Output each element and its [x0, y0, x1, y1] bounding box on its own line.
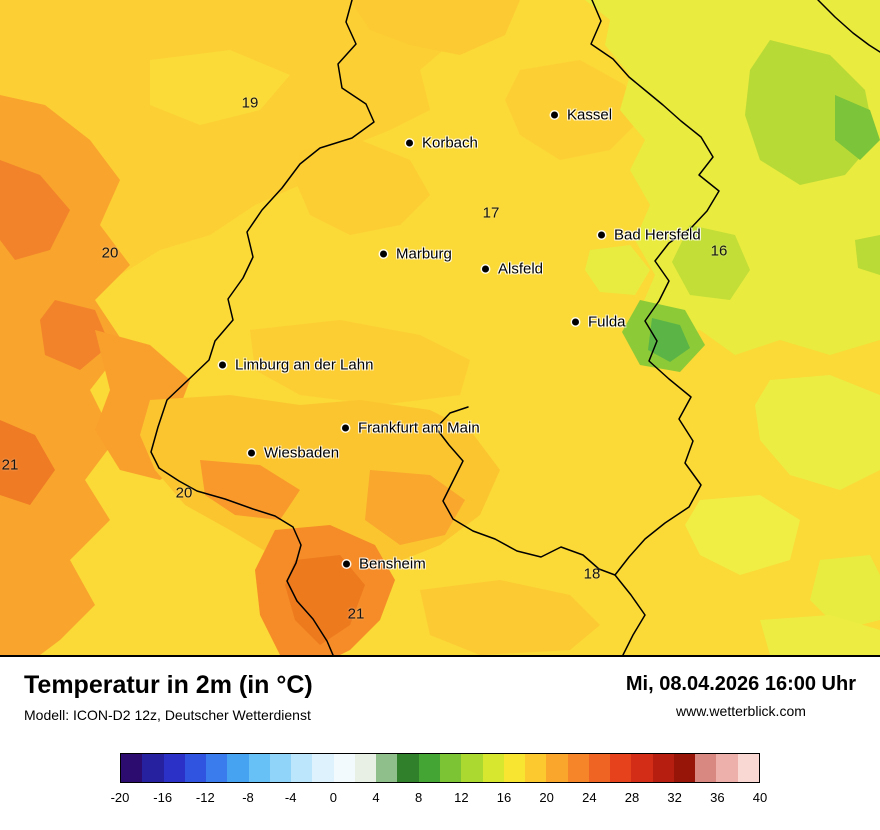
legend-color-segment [418, 754, 440, 782]
temperature-value-label: 18 [583, 565, 601, 583]
city-label: Bensheim [359, 555, 426, 573]
legend-tick-label: 36 [710, 790, 725, 805]
city-label: Wiesbaden [264, 444, 340, 462]
city-label: Frankfurt am Main [358, 419, 480, 437]
legend-tick-label: 4 [372, 790, 380, 805]
city-label: Marburg [396, 245, 452, 263]
temperature-value-label: 19 [241, 94, 259, 112]
footer-left: Temperatur in 2m (in °C) Modell: ICON-D2… [24, 671, 313, 723]
temperature-map: Kassel Korbach Marburg Bad Hersfeld Alsfeld F… [0, 0, 880, 657]
legend-color-segment [333, 754, 355, 782]
city-marker-kassel: Kassel [551, 107, 612, 124]
legend-tick-label: -12 [195, 790, 215, 805]
legend-color-segment [567, 754, 589, 782]
city-label: Alsfeld [498, 260, 544, 278]
city-label: Bad Hersfeld [614, 226, 701, 244]
city-label: Limburg an der Lahn [235, 356, 374, 374]
legend-tick-label: -16 [153, 790, 173, 805]
legend-tick-label: -4 [284, 790, 297, 805]
city-dot [572, 318, 579, 326]
legend-color-segment [312, 754, 334, 782]
legend-color-segment [206, 754, 228, 782]
legend-color-segment [354, 754, 377, 782]
city-marker-frankfurt-am-main: Frankfurt am Main [342, 420, 480, 437]
legend-tick-label: 8 [415, 790, 423, 805]
legend-color-segment [525, 754, 547, 782]
model-info: Modell: ICON-D2 12z, Deutscher Wetterdie… [24, 707, 311, 723]
city-dot [380, 250, 387, 258]
city-marker-limburg-an-der-lahn: Limburg an der Lahn [219, 357, 373, 374]
city-marker-fulda: Fulda [572, 314, 626, 331]
temperature-value-label: 20 [175, 484, 193, 502]
forecast-datetime: Mi, 08.04.2026 16:00 Uhr [625, 673, 856, 695]
legend-tick-label: -8 [242, 790, 254, 805]
city-marker-wiesbaden: Wiesbaden [248, 445, 339, 462]
legend-color-segment [184, 754, 207, 782]
legend-tick-label: 32 [667, 790, 682, 805]
legend-color-segment [163, 754, 185, 782]
city-label: Kassel [567, 106, 613, 124]
legend-tick-label: 0 [329, 790, 337, 805]
city-marker-bensheim: Bensheim [343, 556, 426, 573]
legend-color-segment [376, 754, 398, 782]
city-dot [406, 139, 413, 147]
temperature-legend: -20 -16 -12 -8 -4 0 4 8 12 16 20 24 28 32 36 40 [111, 753, 768, 808]
legend-tick-label: -20 [110, 790, 130, 805]
legend-color-segment [503, 754, 526, 782]
legend-color-segment [673, 754, 696, 782]
website-url: www.wetterblick.com [675, 703, 806, 719]
legend-color-segment [652, 754, 674, 782]
map-title: Temperatur in 2m (in °C) [24, 671, 313, 699]
legend-color-segment [461, 754, 483, 782]
city-marker-alsfeld: Alsfeld [482, 261, 543, 278]
legend-tick-label: 40 [752, 790, 768, 805]
city-dot [598, 231, 605, 239]
legend-color-segment [269, 754, 292, 782]
legend-tick-label: 28 [624, 790, 640, 805]
legend-color-segment [737, 754, 759, 782]
legend-color-bar [120, 753, 760, 783]
legend-color-segment [695, 754, 717, 782]
city-marker-bad-hersfeld: Bad Hersfeld [598, 227, 701, 244]
temperature-value-label: 17 [482, 204, 500, 222]
legend-tick-labels: -20 -16 -12 -8 -4 0 4 8 12 16 20 24 28 32 36 40 [111, 790, 768, 808]
city-label: Fulda [588, 313, 626, 331]
city-dot [482, 265, 489, 273]
legend-color-segment [716, 754, 738, 782]
map-canvas [0, 0, 880, 655]
footer-right: Mi, 08.04.2026 16:00 Uhr www.wetterblick… [626, 671, 856, 719]
legend-color-segment [227, 754, 249, 782]
legend-tick-label: 16 [496, 790, 512, 805]
legend-color-segment [482, 754, 504, 782]
city-marker-korbach: Korbach [406, 135, 478, 152]
legend-color-segment [610, 754, 632, 782]
temperature-value-label: 21 [347, 605, 365, 623]
city-dot [219, 361, 226, 369]
legend-color-segment [631, 754, 653, 782]
city-dot [343, 560, 350, 568]
legend-color-segment [397, 754, 419, 782]
legend-color-segment [121, 754, 143, 782]
city-marker-marburg: Marburg [380, 246, 452, 263]
legend-color-segment [588, 754, 611, 782]
legend-color-segment [248, 754, 270, 782]
temperature-value-label: 21 [1, 456, 19, 474]
city-label: Korbach [422, 134, 478, 152]
footer: Temperatur in 2m (in °C) Modell: ICON-D2… [0, 657, 880, 828]
legend-color-segment [142, 754, 164, 782]
city-dot [551, 111, 558, 119]
legend-tick-label: 20 [539, 790, 554, 805]
legend-color-segment [439, 754, 462, 782]
state-border-lines [150, 0, 880, 655]
legend-color-segment [546, 754, 568, 782]
legend-tick-label: 12 [454, 790, 469, 805]
legend-tick-label: 24 [582, 790, 597, 805]
temperature-value-label: 20 [101, 244, 119, 262]
city-dot [342, 424, 349, 432]
temperature-value-label: 16 [710, 242, 728, 260]
legend-color-segment [291, 754, 313, 782]
city-dot [248, 449, 255, 457]
